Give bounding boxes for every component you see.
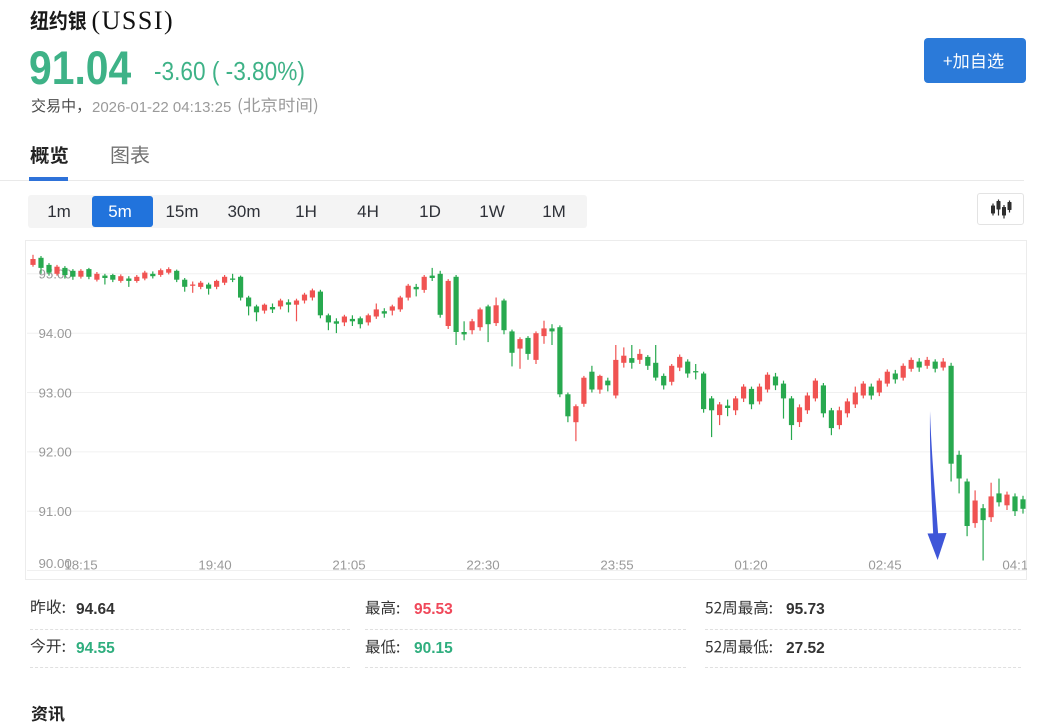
svg-text:22:30: 22:30	[466, 557, 499, 572]
svg-text:94.00: 94.00	[38, 326, 71, 341]
svg-text:90.00: 90.00	[38, 556, 71, 571]
svg-text:02:45: 02:45	[868, 557, 901, 572]
svg-text:21:05: 21:05	[332, 557, 365, 572]
svg-text:01:20: 01:20	[734, 557, 767, 572]
svg-text:92.00: 92.00	[38, 445, 71, 460]
svg-text:04:15: 04:15	[1002, 557, 1027, 572]
svg-text:19:40: 19:40	[198, 557, 231, 572]
svg-text:18:15: 18:15	[64, 557, 97, 572]
svg-text:23:55: 23:55	[600, 557, 633, 572]
svg-text:93.00: 93.00	[38, 385, 71, 400]
svg-text:91.00: 91.00	[38, 504, 71, 519]
